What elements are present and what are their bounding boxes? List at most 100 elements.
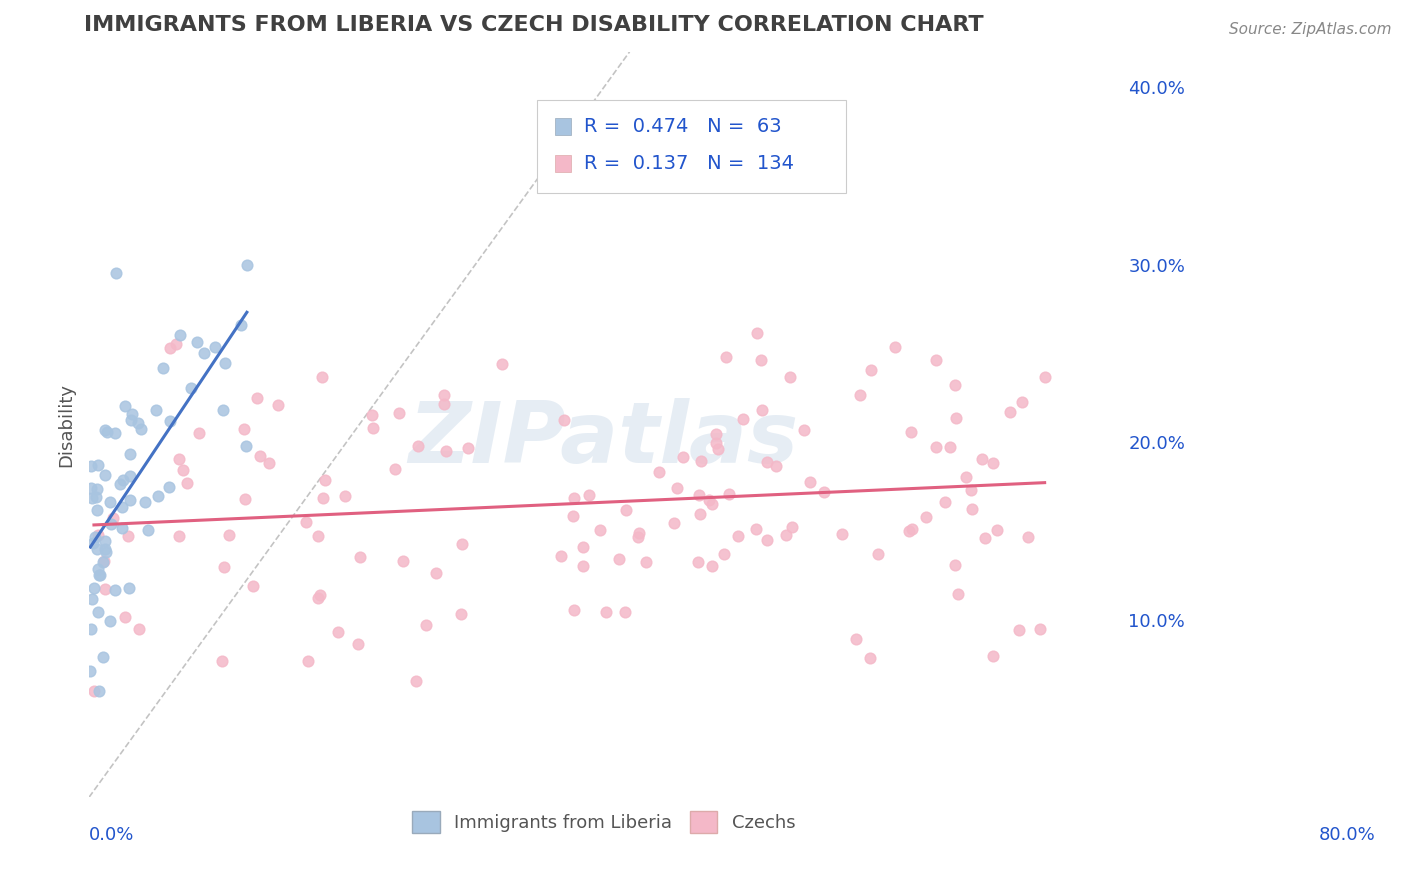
Point [117,529,139,543]
Point [179,381,201,395]
Point [946,587,969,601]
Point [218,528,240,542]
Point [165,337,187,351]
Point [94,545,117,559]
Point [314,473,336,487]
Point [307,528,329,542]
Point [415,617,437,632]
Point [388,407,411,421]
Point [214,356,236,370]
Point [628,526,651,541]
Point [114,610,136,624]
Text: Source: ZipAtlas.com: Source: ZipAtlas.com [1229,22,1392,37]
Point [83,684,105,698]
Point [578,488,600,502]
Point [848,387,870,401]
Point [361,408,384,422]
Point [94,468,117,483]
Point [176,475,198,490]
Point [148,489,170,503]
Point [84,530,107,544]
Point [845,632,868,647]
Point [120,413,142,427]
Point [697,493,720,508]
Point [749,353,772,368]
Point [433,397,456,411]
Point [700,497,723,511]
Point [491,357,513,371]
Point [900,425,922,439]
Point [84,490,107,504]
Point [83,581,105,595]
Point [1011,395,1033,409]
Point [925,440,948,454]
Point [727,529,749,543]
Point [233,491,256,506]
Point [751,402,773,417]
Point [101,510,124,524]
Point [550,549,572,563]
Point [91,555,114,569]
Point [775,528,797,542]
Point [94,542,117,557]
Point [897,524,920,538]
Point [945,411,967,425]
Point [266,398,288,412]
Point [689,454,711,468]
Point [572,541,595,555]
Point [689,507,711,521]
Point [87,568,110,582]
Point [392,554,415,568]
Legend: Immigrants from Liberia, Czechs: Immigrants from Liberia, Czechs [405,804,803,840]
Point [688,555,710,569]
Point [233,422,256,436]
Point [91,650,114,665]
Point [118,581,141,595]
Point [915,509,938,524]
Point [562,491,585,506]
Point [589,523,612,537]
Point [333,490,356,504]
Point [347,638,370,652]
Point [666,481,689,495]
Point [311,370,333,384]
Point [309,588,332,602]
Point [204,340,226,354]
Point [986,523,1008,537]
Point [138,524,160,538]
Point [108,476,131,491]
Point [745,522,768,536]
Point [120,469,142,483]
Point [86,503,108,517]
Point [664,516,686,530]
Point [103,583,125,598]
Point [755,455,778,469]
Text: R =  0.474   N =  63: R = 0.474 N = 63 [583,117,782,136]
Point [648,465,671,479]
Point [884,340,907,354]
Point [765,458,787,473]
Point [229,318,252,332]
Point [959,483,981,498]
Point [152,360,174,375]
Point [172,463,194,477]
Point [98,495,121,509]
Point [257,457,280,471]
Point [731,412,754,426]
Point [960,502,983,516]
Point [562,509,585,524]
Point [571,559,593,574]
Point [169,451,191,466]
Point [553,413,575,427]
Point [86,482,108,496]
Point [187,425,209,440]
Point [706,435,728,450]
Point [714,350,737,364]
Point [1029,622,1052,636]
Point [120,493,142,508]
Point [450,607,472,622]
Point [94,582,117,597]
Text: 0.0%: 0.0% [89,825,135,844]
Point [93,534,115,549]
Point [433,388,456,402]
